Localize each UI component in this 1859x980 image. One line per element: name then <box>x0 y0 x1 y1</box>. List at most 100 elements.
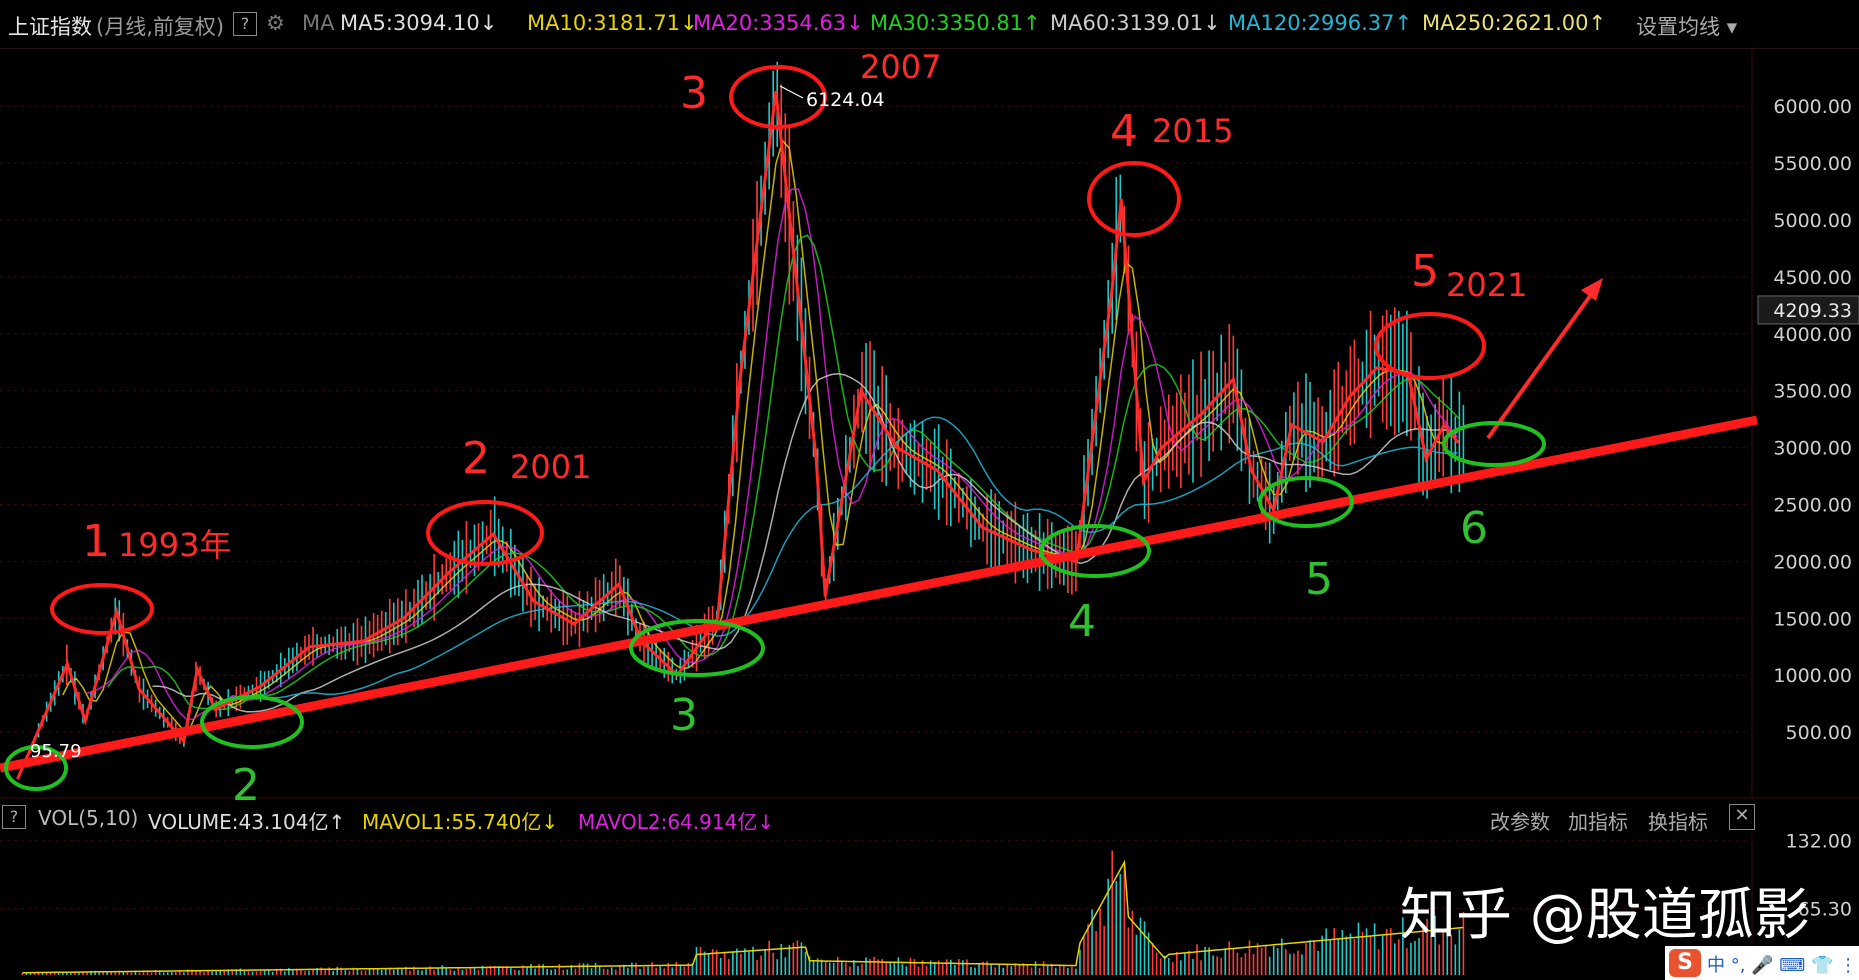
moving-average-lines <box>21 61 1465 771</box>
index-wave-series <box>16 90 1460 780</box>
annotation-labels: 11993年220013200742015520211234566124.049… <box>30 48 1527 800</box>
wave-point <box>895 446 899 450</box>
ma-item: MA60:3139.01↓ <box>1050 11 1221 35</box>
top-year: 2007 <box>860 48 941 86</box>
ma-item: MA30:3350.81↑ <box>870 11 1041 35</box>
wave-point <box>1348 394 1352 398</box>
wave-point <box>1231 377 1235 381</box>
wave-point <box>307 645 311 649</box>
y-tick-label: 1500.00 <box>1773 608 1852 630</box>
bottom-circle <box>1442 421 1546 467</box>
bottom-circle <box>1258 476 1354 528</box>
edit-params-button[interactable]: 改参数 <box>1490 810 1550 834</box>
top-circle <box>1087 161 1181 237</box>
gear-icon[interactable]: ⚙ <box>266 11 285 35</box>
ma-line <box>62 139 1456 732</box>
wave-point <box>1321 440 1325 444</box>
wave-point <box>16 776 20 780</box>
y-tick-label: 3500.00 <box>1773 381 1852 403</box>
switch-indicator-button[interactable]: 换指标 <box>1648 810 1708 834</box>
top-number: 1 <box>82 516 110 567</box>
chart-header: 上证指数 (月线,前复权) ? ⚙ MA MA5:3094.10↓ MA10:3… <box>0 0 1859 49</box>
wave-point <box>738 377 742 381</box>
trend-arrow-head <box>1581 278 1603 301</box>
sogou-logo-icon[interactable]: S <box>1669 949 1701 977</box>
current-price-label: 4209.33 <box>1773 300 1852 322</box>
mavol2-value: MAVOL2:64.914亿↓ <box>578 810 775 834</box>
y-tick-label: 3000.00 <box>1773 438 1852 460</box>
wave-point <box>823 594 827 598</box>
wave-point <box>935 468 939 472</box>
wave-point <box>1424 457 1428 461</box>
top-number: 3 <box>680 68 708 119</box>
wave-point <box>1142 480 1146 484</box>
bottom-circle <box>629 619 765 677</box>
bottom-number: 3 <box>670 690 698 741</box>
y-tick-label: 5000.00 <box>1773 210 1852 232</box>
vol-tick-label: 65.30 <box>1798 898 1852 920</box>
close-icon[interactable]: ✕ <box>1729 804 1755 830</box>
wave-point <box>1160 446 1164 450</box>
support-line <box>0 415 1758 773</box>
vol-tick-label: 132.00 <box>1786 834 1852 852</box>
peak-label: 6124.04 <box>806 89 885 111</box>
wave-point <box>1442 423 1446 427</box>
y-tick-label: 2500.00 <box>1773 495 1852 517</box>
price-chart[interactable]: 6000.005500.005000.004500.004000.003500.… <box>0 48 1859 800</box>
wave-point <box>1375 366 1379 370</box>
top-number: 2 <box>462 433 490 484</box>
volume-grid <box>0 839 1748 909</box>
volume-header: ? VOL(5,10) VOLUME:43.104亿↑ MAVOL1:55.74… <box>0 802 1859 834</box>
wave-point <box>1456 440 1460 444</box>
bottom-circle <box>200 695 304 749</box>
ime-status[interactable]: 中 °, 🎤 ⌨ 👕 ⋮⋮ <box>1707 955 1859 976</box>
bottom-number: 4 <box>1068 596 1096 647</box>
wave-point <box>572 622 576 626</box>
peak-pointer <box>779 85 804 99</box>
wave-point <box>83 719 87 723</box>
top-circle <box>729 65 827 129</box>
wave-point <box>361 639 365 643</box>
ma-item: MA10:3181.71↓ <box>527 11 698 35</box>
ma-item: MA20:3354.63↓ <box>693 11 864 35</box>
wave-point <box>195 668 199 672</box>
top-year: 2015 <box>1152 112 1233 150</box>
index-name[interactable]: 上证指数 <box>8 15 92 39</box>
volume-ma-lines <box>22 859 1464 974</box>
ime-toolbar[interactable]: S 中 °, 🎤 ⌨ 👕 ⋮⋮ <box>1665 946 1859 980</box>
wave-point <box>617 582 621 586</box>
period-label: (月线,前复权) <box>96 15 225 39</box>
trend-arrow <box>1486 283 1600 440</box>
current-price-tag <box>1757 295 1859 325</box>
add-indicator-button[interactable]: 加指标 <box>1568 810 1628 834</box>
wave-point <box>137 687 141 691</box>
wave-point <box>716 616 720 620</box>
settings-ma-button[interactable]: 设置均线 ▾ <box>1636 15 1738 39</box>
y-tick-label: 4000.00 <box>1773 324 1852 346</box>
y-tick-label: 1000.00 <box>1773 665 1852 687</box>
mavol1-value: MAVOL1:55.740亿↓ <box>362 810 559 834</box>
wave-point <box>1290 423 1294 427</box>
wave-point <box>532 599 536 603</box>
wave-point <box>491 532 495 536</box>
vol-help-button[interactable]: ? <box>2 805 26 829</box>
top-number: 4 <box>1110 106 1138 157</box>
top-circle <box>426 500 544 566</box>
top-circle <box>50 583 154 635</box>
price-grid <box>0 105 1748 733</box>
help-button[interactable]: ? <box>233 12 257 36</box>
bottom-number: 5 <box>1305 554 1333 605</box>
volume-bars <box>21 850 1465 975</box>
low-label: 95.79 <box>30 741 82 762</box>
wave-point <box>1030 548 1034 552</box>
ma-line <box>152 373 1458 713</box>
top-year: 2001 <box>510 448 591 486</box>
bottom-number: 6 <box>1460 503 1488 554</box>
wave-point <box>258 685 262 689</box>
ma-line <box>246 416 1458 700</box>
wave-point <box>1119 198 1123 202</box>
ma-item: MA5:3094.10↓ <box>340 11 498 35</box>
ma-item: MA250:2621.00↑ <box>1422 11 1607 35</box>
ma-item: MA120:2996.37↑ <box>1228 11 1413 35</box>
wave-point <box>213 707 217 711</box>
